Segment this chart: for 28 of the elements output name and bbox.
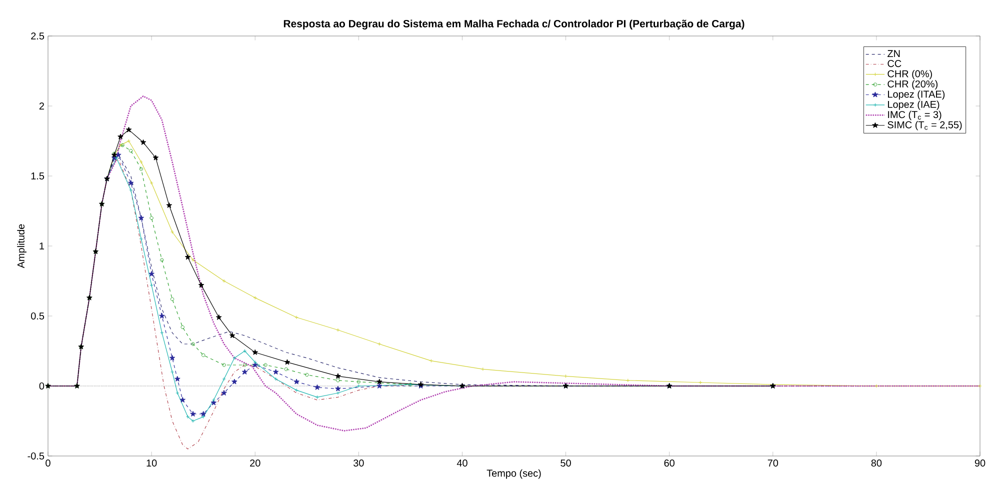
x-tick-label: 10	[146, 460, 157, 467]
x-tick-label: 50	[560, 460, 571, 467]
y-tick-label: -0.5	[28, 452, 44, 460]
chart-title: Resposta ao Degrau do Sistema em Malha Fechada c/ Controlador PI (Perturbação de Carga)	[284, 20, 744, 30]
legend-label: CHR (20%)	[888, 80, 938, 90]
x-tick-label: 20	[250, 460, 260, 467]
legend-label: CC	[888, 60, 902, 68]
legend-label: Lopez (ITAE)	[888, 90, 945, 100]
legend-label: IMC (T$_{c}$ = 3)	[888, 110, 942, 120]
legend-label: CHR (0%)	[888, 70, 932, 80]
y-tick-label: 1	[40, 242, 44, 250]
y-tick-label: 0.5	[31, 312, 44, 320]
x-tick-label: 60	[664, 460, 674, 467]
legend-label: ZN	[888, 50, 900, 58]
y-tick-label: 2.5	[31, 32, 44, 40]
y-tick-label: 2	[39, 102, 44, 110]
y-tick-label: 1.5	[31, 172, 44, 180]
y-axis-title: Amplitude	[17, 224, 26, 268]
x-tick-label: 80	[871, 460, 882, 467]
x-tick-label: 40	[456, 460, 468, 467]
legend-label: SIMC (T$_{c}$ = 2,55)	[888, 121, 962, 130]
x-tick-label: 30	[354, 460, 364, 467]
legend-label: Lopez (IAE)	[888, 100, 940, 110]
x-axis-title: Tempo (sec)	[486, 469, 541, 479]
y-tick-label: 0	[39, 382, 44, 390]
x-tick-label: 70	[768, 460, 778, 467]
x-tick-label: 0	[46, 460, 50, 467]
x-tick-label: 90	[974, 460, 986, 467]
